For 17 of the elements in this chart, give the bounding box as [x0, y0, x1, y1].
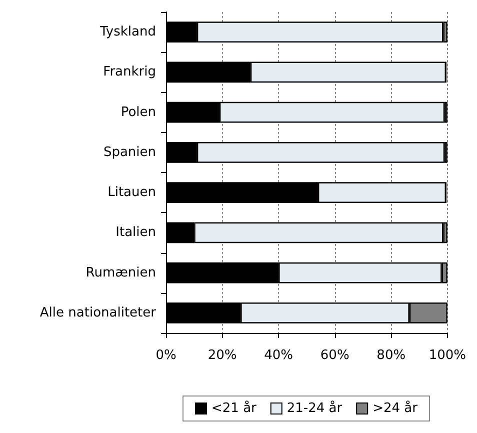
y-tick-label: Alle nationaliteter [40, 305, 157, 320]
y-tick-label: Litauen [108, 185, 156, 200]
legend-label: >24 år [372, 400, 418, 416]
y-tick-label: Spanien [103, 144, 156, 160]
y-tick-label: Tyskland [99, 24, 156, 40]
legend-label: <21 år [212, 400, 258, 416]
x-tick-label: 100% [428, 348, 466, 363]
x-tick-label: 80% [376, 348, 406, 363]
y-tick-label: Polen [120, 104, 156, 120]
y-tick-label: Frankrig [103, 64, 156, 80]
x-tick-label: 20% [208, 348, 237, 363]
x-tick-label: 60% [320, 348, 350, 363]
y-tick-label: Rumænien [86, 265, 156, 280]
y-tick-label: Italien [116, 225, 156, 240]
x-tick-label: 0% [156, 348, 176, 363]
legend-label: 21-24 år [286, 400, 343, 416]
x-tick-label: 40% [264, 348, 294, 363]
